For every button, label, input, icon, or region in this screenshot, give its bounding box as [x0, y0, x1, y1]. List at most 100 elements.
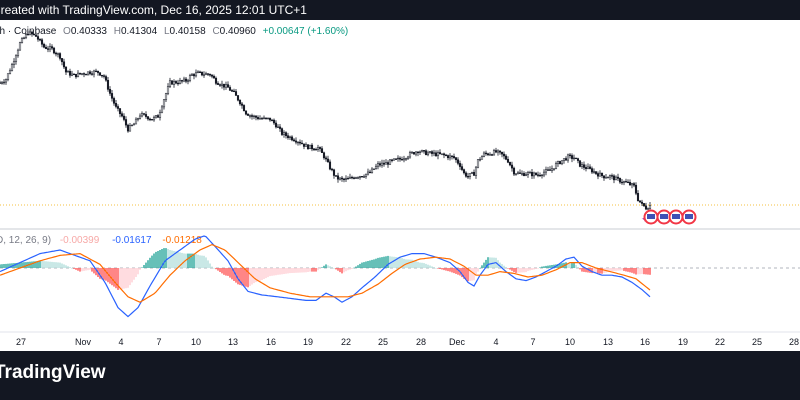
- candle-body: [402, 158, 406, 161]
- histogram-bar: [567, 262, 569, 268]
- histogram-bar: [211, 266, 213, 268]
- candle-body: [264, 117, 268, 119]
- candle-body: [592, 171, 596, 173]
- event-markers[interactable]: ✦: [641, 209, 697, 225]
- candle-body: [548, 169, 552, 171]
- candle-body: [46, 48, 50, 50]
- candle-body: [398, 157, 402, 160]
- candle-body: [446, 155, 450, 159]
- histogram-bar: [115, 268, 117, 289]
- candle-body: [518, 172, 522, 174]
- candlestick-series: [0, 30, 652, 211]
- candle-body: [598, 172, 602, 177]
- candle-body: [444, 154, 448, 157]
- histogram-bar: [247, 268, 249, 288]
- candle-body: [38, 39, 42, 41]
- signal-line: [0, 243, 651, 303]
- histogram-bar: [435, 268, 437, 269]
- candle-body: [60, 58, 64, 63]
- candle-body: [346, 178, 350, 180]
- candle-body: [494, 150, 498, 153]
- candle-body: [342, 178, 346, 181]
- histogram-bar: [517, 268, 519, 273]
- histogram-bar: [615, 268, 617, 271]
- histogram-bar: [581, 268, 583, 272]
- candle-body: [210, 74, 214, 77]
- histogram-bar: [45, 261, 47, 268]
- candle-body: [50, 46, 54, 49]
- candle-body: [366, 171, 370, 175]
- histogram-bar: [227, 268, 229, 276]
- candle-body: [474, 166, 478, 176]
- candle-body: [648, 205, 652, 209]
- candle-body: [324, 157, 328, 160]
- candle-body: [106, 80, 110, 90]
- histogram-bar: [483, 262, 485, 268]
- histogram-bar: [561, 263, 563, 268]
- candle-body: [268, 117, 272, 121]
- histogram-bar: [425, 263, 427, 268]
- histogram-bar: [85, 268, 87, 271]
- candle-body: [254, 115, 258, 118]
- histogram-bar: [463, 268, 465, 279]
- histogram-bar: [59, 262, 61, 268]
- histogram-bar: [453, 268, 455, 274]
- histogram-bar: [223, 268, 225, 275]
- candle-body: [144, 114, 148, 117]
- histogram-bar: [509, 268, 511, 270]
- histogram-bar: [137, 268, 139, 275]
- candle-body: [358, 176, 362, 178]
- candle-body: [174, 81, 178, 84]
- candle-body: [388, 159, 392, 165]
- candle-body: [422, 150, 426, 152]
- histogram-bar: [441, 268, 443, 270]
- histogram-bar: [127, 268, 129, 288]
- candle-body: [12, 61, 16, 65]
- candle-body: [282, 132, 286, 135]
- histogram-bar: [213, 267, 215, 269]
- candle-body: [572, 157, 576, 160]
- candle-body: [290, 136, 294, 141]
- candle-body: [18, 42, 22, 51]
- histogram-bar: [245, 268, 247, 287]
- candle-body: [316, 147, 320, 150]
- candle-body: [502, 153, 506, 157]
- candle-body: [240, 103, 244, 106]
- candle-body: [412, 152, 416, 155]
- histogram-bar: [601, 268, 603, 274]
- candle-body: [510, 164, 514, 169]
- histogram-bar: [125, 268, 127, 289]
- histogram-bar: [323, 265, 325, 268]
- candle-body: [4, 79, 8, 83]
- candle-body: [220, 83, 224, 86]
- histogram-bar: [3, 264, 5, 268]
- histogram-bar: [413, 260, 415, 268]
- candle-body: [536, 174, 540, 176]
- candle-body: [22, 37, 26, 39]
- histogram-bar: [231, 268, 233, 280]
- histogram-bar: [273, 268, 275, 276]
- candle-body: [408, 152, 412, 158]
- time-axis-labels: 27 Nov 4 7 10 13 16 19 22 25 28 Dec 4 7 10 13 16 19 22 25 28: [16, 337, 799, 347]
- histogram-bar: [375, 258, 377, 268]
- histogram-bar: [255, 268, 257, 283]
- histogram-bar: [43, 261, 45, 268]
- candle-body: [112, 98, 116, 104]
- candle-body: [318, 147, 322, 149]
- candle-body: [400, 159, 404, 161]
- histogram-bar: [257, 268, 259, 282]
- candle-body: [332, 169, 336, 176]
- histogram-bar: [311, 268, 313, 272]
- x-tick-label: 28: [789, 337, 799, 347]
- candle-body: [114, 103, 118, 107]
- histogram-bar: [117, 268, 119, 290]
- x-tick-label: 16: [640, 337, 650, 347]
- candle-body: [36, 36, 40, 40]
- created-with-text: Created with TradingView.com, Dec 16, 20…: [0, 3, 307, 17]
- candle-body: [164, 93, 168, 101]
- candle-body: [122, 115, 126, 120]
- histogram-bar: [229, 268, 231, 278]
- candle-body: [212, 75, 216, 79]
- candle-body: [638, 200, 642, 203]
